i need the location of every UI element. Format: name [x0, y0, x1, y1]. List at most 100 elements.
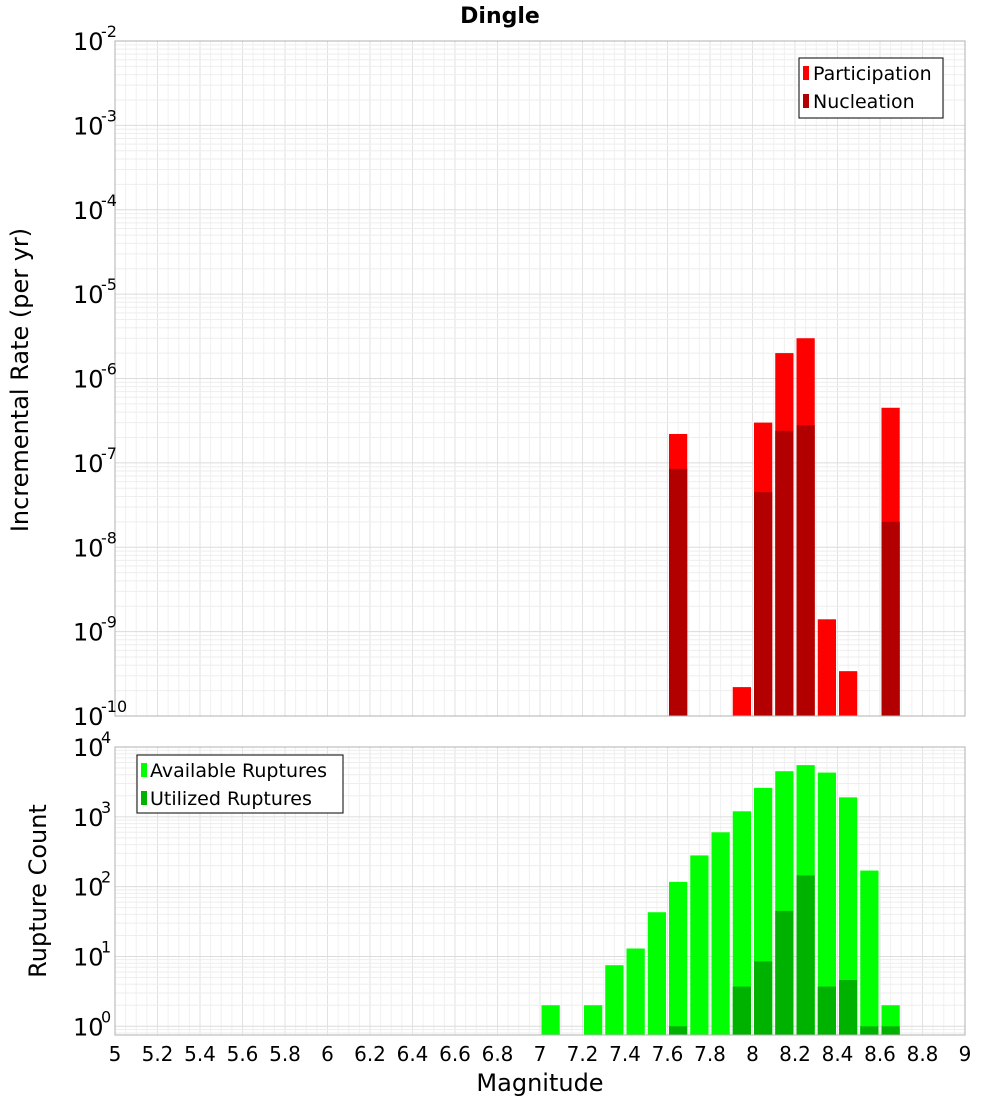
- x-tick-label: 7.8: [694, 1042, 726, 1066]
- legend-label-utilized: Utilized Ruptures: [150, 788, 312, 810]
- x-tick-label: 7.4: [609, 1042, 641, 1066]
- bottom-legend: Available Ruptures Utilized Ruptures: [136, 754, 344, 814]
- top-y-tick-base: 10: [73, 703, 104, 731]
- top-y-tick-exponent: -3: [101, 106, 117, 125]
- top-y-tick-base: 10: [73, 366, 104, 394]
- bottom-bar-series-1: [775, 910, 794, 1035]
- legend-swatch-participation: [803, 66, 809, 80]
- top-legend: Participation Nucleation: [798, 57, 944, 119]
- bottom-bar-series-1: [796, 875, 815, 1035]
- bottom-bars: [541, 765, 900, 1035]
- bottom-bar-series-0: [669, 881, 688, 1035]
- legend-swatch-available: [141, 763, 147, 777]
- bottom-bar-series-1: [732, 986, 751, 1035]
- bottom-y-tick-base: 10: [73, 804, 104, 832]
- top-y-tick-exponent: -7: [101, 444, 117, 463]
- bottom-bar-series-0: [541, 1005, 560, 1035]
- top-bar-series-0: [839, 671, 858, 716]
- bottom-bar-series-0: [817, 772, 836, 1035]
- legend-label-available: Available Ruptures: [150, 760, 327, 782]
- x-tick-label: 6.6: [439, 1042, 471, 1066]
- top-y-tick-exponent: -6: [101, 360, 117, 379]
- legend-swatch-utilized: [141, 791, 147, 805]
- top-bar-series-1: [796, 425, 815, 716]
- x-tick-label: 6.2: [354, 1042, 386, 1066]
- bottom-bar-series-1: [754, 961, 773, 1035]
- x-tick-label: 5.2: [142, 1042, 174, 1066]
- x-tick-label: 7.6: [652, 1042, 684, 1066]
- legend-swatch-nucleation: [803, 94, 809, 108]
- x-axis-label: Magnitude: [476, 1069, 603, 1097]
- bottom-bar-series-1: [817, 986, 836, 1035]
- bottom-bar-series-1: [881, 1026, 900, 1035]
- x-tick-label: 5.6: [227, 1042, 259, 1066]
- top-bar-series-0: [732, 687, 751, 716]
- x-tick-label: 8.6: [864, 1042, 896, 1066]
- bottom-bar-series-0: [839, 797, 858, 1035]
- top-bar-series-1: [881, 521, 900, 716]
- bottom-y-axis-label: Rupture Count: [24, 804, 52, 978]
- top-y-tick-exponent: -10: [101, 697, 127, 716]
- top-y-tick-exponent: -4: [101, 191, 117, 210]
- top-bar-series-1: [754, 492, 773, 716]
- x-tick-label: 6.8: [482, 1042, 514, 1066]
- x-tick-label: 6.4: [397, 1042, 429, 1066]
- legend-label-nucleation: Nucleation: [813, 91, 915, 113]
- bottom-y-tick-exponent: 1: [101, 937, 111, 956]
- bottom-bar-series-1: [839, 980, 858, 1035]
- top-y-tick-exponent: -9: [101, 613, 117, 632]
- bottom-bar-series-0: [711, 832, 730, 1035]
- bottom-bar-series-0: [690, 855, 709, 1035]
- top-y-tick-base: 10: [73, 450, 104, 478]
- bottom-bar-series-0: [584, 1005, 603, 1035]
- top-bar-series-0: [817, 619, 836, 716]
- top-y-tick-base: 10: [73, 197, 104, 225]
- x-tick-label: 8.2: [779, 1042, 811, 1066]
- top-y-tick-exponent: -2: [101, 22, 117, 41]
- bottom-y-tick-base: 10: [73, 734, 104, 762]
- bottom-bar-series-1: [669, 1026, 688, 1035]
- bottom-y-tick-base: 10: [73, 1013, 104, 1041]
- x-tick-label: 7: [534, 1042, 547, 1066]
- top-y-tick-base: 10: [73, 534, 104, 562]
- bottom-legend-box: [136, 754, 344, 814]
- top-bar-series-1: [775, 430, 794, 716]
- bottom-bar-series-1: [860, 1026, 879, 1035]
- bottom-y-tick-base: 10: [73, 874, 104, 902]
- x-tick-label: 7.2: [567, 1042, 599, 1066]
- top-legend-box: [798, 57, 944, 119]
- bottom-y-tick-exponent: 3: [101, 798, 111, 817]
- top-y-tick-base: 10: [73, 28, 104, 56]
- x-tick-label: 5.4: [184, 1042, 216, 1066]
- top-y-tick-exponent: -8: [101, 528, 117, 547]
- top-y-tick-base: 10: [73, 619, 104, 647]
- x-tick-label: 5: [109, 1042, 122, 1066]
- chart-title: Dingle: [460, 4, 540, 29]
- bottom-bar-series-0: [732, 811, 751, 1035]
- bottom-bar-series-0: [605, 965, 624, 1035]
- x-tick-label: 6: [321, 1042, 334, 1066]
- bottom-y-tick-exponent: 0: [101, 1007, 111, 1026]
- bottom-y-tick-exponent: 2: [101, 868, 111, 887]
- legend-label-participation: Participation: [813, 63, 932, 85]
- bottom-bar-series-0: [626, 948, 645, 1035]
- top-grid: [114, 40, 966, 717]
- top-bars: [669, 338, 900, 716]
- bottom-bar-series-0: [647, 912, 666, 1035]
- bottom-plot-border: [114, 746, 966, 1036]
- bottom-bar-series-0: [860, 870, 879, 1035]
- x-tick-label: 8.8: [907, 1042, 939, 1066]
- top-plot-border: [114, 40, 966, 717]
- bottom-y-tick-base: 10: [73, 943, 104, 971]
- top-y-tick-base: 10: [73, 281, 104, 309]
- top-y-tick-base: 10: [73, 112, 104, 140]
- x-tick-label: 5.8: [269, 1042, 301, 1066]
- x-ticks: 5 5.2 5.4 5.6 5.8 6 6.2 6.4 6.6 6.8 7 7.2 7.4 7.6 7.8 8…: [109, 1042, 972, 1066]
- x-tick-label: 9: [959, 1042, 972, 1066]
- x-tick-label: 8.4: [822, 1042, 854, 1066]
